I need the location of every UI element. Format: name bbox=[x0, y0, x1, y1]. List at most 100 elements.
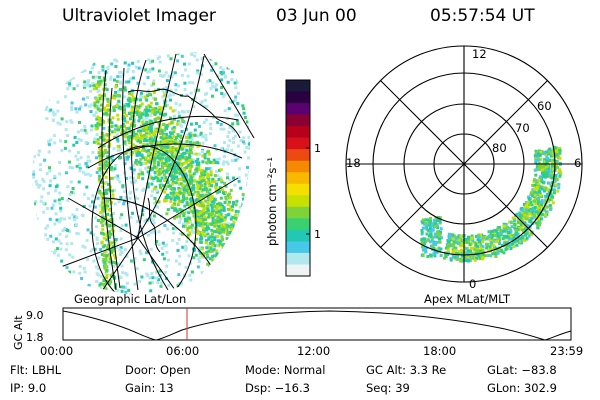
emission-pixel bbox=[249, 259, 251, 263]
emission-pixel bbox=[171, 150, 175, 154]
emission-pixel bbox=[206, 206, 210, 210]
emission-pixel bbox=[494, 252, 498, 256]
emission-pixel bbox=[170, 121, 174, 125]
emission-pixel bbox=[522, 230, 525, 234]
emission-pixel bbox=[235, 239, 239, 243]
emission-pixel bbox=[173, 167, 177, 171]
emission-pixel bbox=[52, 134, 56, 138]
emission-pixel bbox=[114, 65, 118, 68]
emission-pixel bbox=[478, 233, 482, 237]
emission-pixel bbox=[230, 159, 234, 163]
emission-pixel bbox=[35, 240, 39, 244]
emission-pixel bbox=[105, 133, 109, 137]
emission-pixel bbox=[201, 254, 204, 258]
emission-pixel bbox=[496, 231, 500, 235]
emission-pixel bbox=[198, 181, 201, 185]
emission-pixel bbox=[85, 185, 89, 189]
emission-pixel bbox=[223, 225, 227, 229]
emission-pixel bbox=[117, 262, 121, 266]
emission-pixel bbox=[119, 196, 123, 199]
emission-pixel bbox=[184, 222, 188, 226]
emission-pixel bbox=[187, 193, 191, 197]
emission-pixel bbox=[196, 265, 200, 269]
emission-pixel bbox=[98, 109, 102, 113]
emission-pixel bbox=[190, 287, 194, 291]
emission-pixel bbox=[73, 215, 77, 219]
emission-pixel bbox=[176, 119, 180, 123]
emission-pixel bbox=[129, 123, 133, 127]
emission-pixel bbox=[181, 167, 185, 171]
emission-pixel bbox=[58, 276, 62, 280]
emission-pixel bbox=[211, 243, 215, 247]
emission-pixel bbox=[481, 249, 484, 253]
emission-pixel bbox=[239, 243, 243, 247]
emission-pixel bbox=[538, 189, 542, 193]
emission-pixel bbox=[190, 52, 194, 56]
emission-pixel bbox=[111, 193, 115, 197]
emission-pixel bbox=[212, 158, 216, 162]
emission-pixel bbox=[450, 244, 454, 248]
emission-pixel bbox=[189, 122, 193, 126]
emission-pixel bbox=[125, 127, 129, 130]
emission-pixel bbox=[159, 159, 163, 163]
emission-pixel bbox=[144, 126, 148, 130]
emission-pixel bbox=[219, 127, 223, 131]
emission-pixel bbox=[233, 81, 237, 85]
emission-pixel bbox=[119, 125, 123, 129]
emission-pixel bbox=[431, 236, 435, 240]
emission-pixel bbox=[149, 60, 153, 64]
emission-pixel bbox=[223, 251, 227, 255]
emission-pixel bbox=[494, 229, 498, 233]
emission-pixel bbox=[91, 288, 95, 292]
emission-pixel bbox=[131, 76, 135, 80]
emission-pixel bbox=[185, 219, 188, 222]
emission-pixel bbox=[34, 121, 38, 125]
emission-pixel bbox=[98, 162, 102, 166]
emission-pixel bbox=[193, 54, 197, 58]
emission-pixel bbox=[463, 256, 467, 260]
emission-pixel bbox=[239, 222, 243, 225]
emission-pixel bbox=[97, 75, 101, 79]
emission-pixel bbox=[175, 194, 179, 198]
emission-pixel bbox=[98, 119, 102, 123]
emission-pixel bbox=[56, 247, 59, 251]
emission-pixel bbox=[513, 222, 517, 226]
emission-pixel bbox=[40, 101, 43, 105]
emission-pixel bbox=[248, 257, 251, 261]
emission-pixel bbox=[117, 200, 121, 204]
emission-pixel bbox=[83, 245, 87, 249]
emission-pixel bbox=[55, 184, 59, 188]
emission-pixel bbox=[123, 133, 127, 137]
emission-pixel bbox=[38, 62, 42, 66]
emission-pixel bbox=[216, 161, 220, 165]
emission-pixel bbox=[226, 144, 230, 148]
emission-pixel bbox=[535, 209, 538, 213]
emission-pixel bbox=[207, 152, 211, 156]
emission-pixel bbox=[190, 228, 194, 232]
emission-pixel bbox=[240, 252, 244, 256]
emission-pixel bbox=[208, 192, 212, 196]
emission-pixel bbox=[164, 157, 168, 161]
emission-pixel bbox=[522, 217, 526, 221]
emission-pixel bbox=[118, 253, 122, 257]
emission-pixel bbox=[230, 285, 234, 288]
emission-pixel bbox=[130, 93, 134, 96]
emission-pixel bbox=[197, 143, 201, 147]
emission-pixel bbox=[230, 223, 234, 227]
emission-pixel bbox=[106, 182, 110, 186]
emission-pixel bbox=[182, 190, 186, 194]
emission-pixel bbox=[241, 234, 245, 238]
emission-pixel bbox=[433, 254, 437, 258]
emission-pixel bbox=[50, 206, 54, 210]
emission-pixel bbox=[180, 232, 184, 236]
emission-pixel bbox=[222, 56, 226, 60]
emission-pixel bbox=[213, 224, 217, 228]
emission-pixel bbox=[96, 219, 100, 222]
emission-pixel bbox=[58, 161, 62, 164]
emission-pixel bbox=[454, 251, 458, 255]
emission-pixel bbox=[243, 241, 247, 245]
emission-pixel bbox=[238, 235, 242, 239]
emission-pixel bbox=[236, 157, 240, 161]
emission-pixel bbox=[127, 127, 131, 131]
emission-pixel bbox=[520, 228, 524, 231]
